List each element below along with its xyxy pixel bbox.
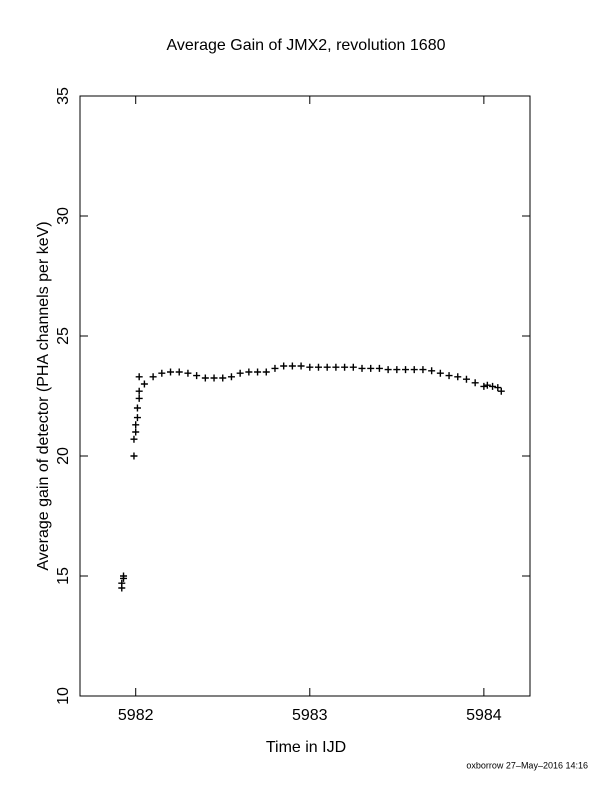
x-tick-label: 5982 [118,707,154,724]
data-point [132,428,140,436]
data-point [135,387,143,395]
data-point [236,369,244,377]
y-tick-label: 20 [55,447,72,465]
data-point [140,380,148,388]
chart-title: Average Gain of JMX2, revolution 1680 [167,37,446,54]
data-point [480,382,488,390]
data-point [193,372,201,380]
data-point [149,373,157,381]
x-tick-label: 5983 [292,707,328,724]
data-point [393,366,401,374]
data-point [489,382,497,390]
data-point [132,421,140,429]
data-point [133,404,141,412]
data-point [135,373,143,381]
data-point [314,363,322,371]
data-point [375,364,383,372]
data-point [349,363,357,371]
data-point [130,435,138,443]
data-point [133,414,141,422]
data-point [297,362,305,370]
data-point [497,387,505,395]
y-axis-label: Average gain of detector (PHA channels p… [35,221,52,570]
data-point [402,366,410,374]
data-point [280,362,288,370]
data-point [471,379,479,387]
data-point [494,384,502,392]
data-point [341,363,349,371]
y-tick-label: 25 [55,327,72,345]
y-tick-label: 15 [55,567,72,585]
data-point [483,381,491,389]
plot-frame [79,95,531,697]
data-point [158,369,166,377]
x-axis-label: Time in IJD [266,739,346,756]
y-tick-label: 30 [55,207,72,225]
data-point [462,375,470,383]
data-point [306,363,314,371]
x-tick-label: 5984 [466,707,502,724]
data-point [135,394,143,402]
data-point [358,364,366,372]
data-point [201,374,209,382]
data-point [436,369,444,377]
data-point [254,368,262,376]
data-point [323,363,331,371]
data-point [384,366,392,374]
data-point [410,366,418,374]
data-point [262,368,270,376]
data-point [120,572,128,580]
data-point [167,368,175,376]
data-point [118,579,126,587]
data-point [454,373,462,381]
data-point [210,374,218,382]
data-point [219,374,227,382]
data-point [227,373,235,381]
footer: oxborrow 27–May–2016 14:16 [466,760,588,770]
y-tick-label: 10 [55,687,72,705]
data-point [245,368,253,376]
data-point [332,363,340,371]
data-point [271,364,279,372]
data-point [428,367,436,375]
y-tick-label: 35 [55,87,72,105]
data-point [130,452,138,460]
data-point [367,364,375,372]
data-point [419,366,427,374]
data-point [184,369,192,377]
data-point [175,368,183,376]
data-point [445,372,453,380]
data-point [288,362,296,370]
